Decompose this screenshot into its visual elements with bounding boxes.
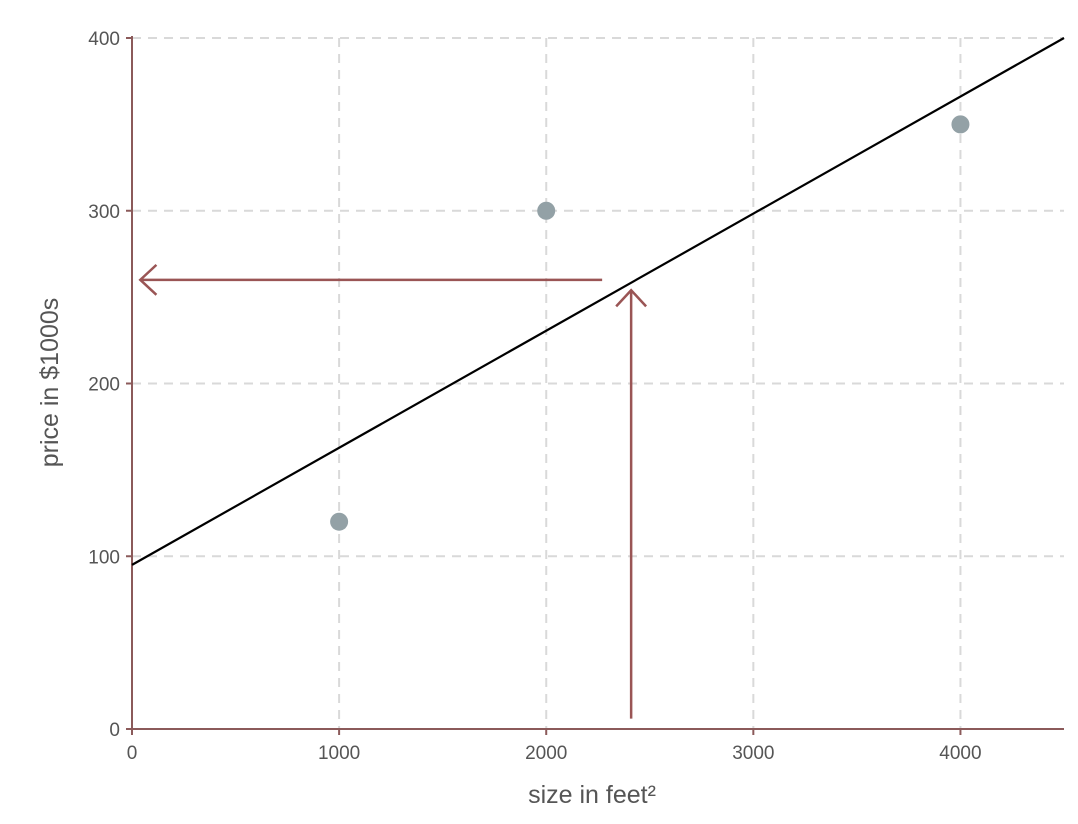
x-tick-label: 3000: [732, 743, 774, 764]
y-tick-label: 100: [88, 547, 120, 568]
x-tick-label: 1000: [318, 743, 360, 764]
x-axis-label: size in feet²: [528, 781, 656, 809]
scatter-points: [330, 115, 970, 531]
data-point: [330, 512, 349, 531]
annotations: [138, 263, 648, 719]
fit-line: [131, 37, 1065, 566]
y-tick-label: 200: [88, 375, 120, 396]
x-tick-label: 2000: [525, 743, 567, 764]
y-tick-label: 0: [109, 720, 120, 741]
predict-left-arrow-head: [138, 263, 158, 296]
fit-line-layer: [131, 37, 1065, 566]
predict-up-arrow: [615, 288, 648, 719]
axes: 0 1000 2000 3000 4000 0 100 200 300 400: [88, 29, 1064, 764]
predict-up-arrow-head: [615, 288, 648, 308]
y-tick-label: 400: [88, 29, 120, 50]
x-tick-label: 4000: [939, 743, 981, 764]
predict-left-arrow: [138, 263, 603, 296]
data-point: [951, 115, 970, 134]
x-tick-label: 0: [127, 743, 138, 764]
y-tick-label: 300: [88, 202, 120, 223]
labels: size in feet² price in $1000s: [36, 298, 656, 809]
y-axis-label: price in $1000s: [36, 298, 64, 468]
grid: [132, 37, 1064, 729]
data-point: [537, 201, 556, 220]
